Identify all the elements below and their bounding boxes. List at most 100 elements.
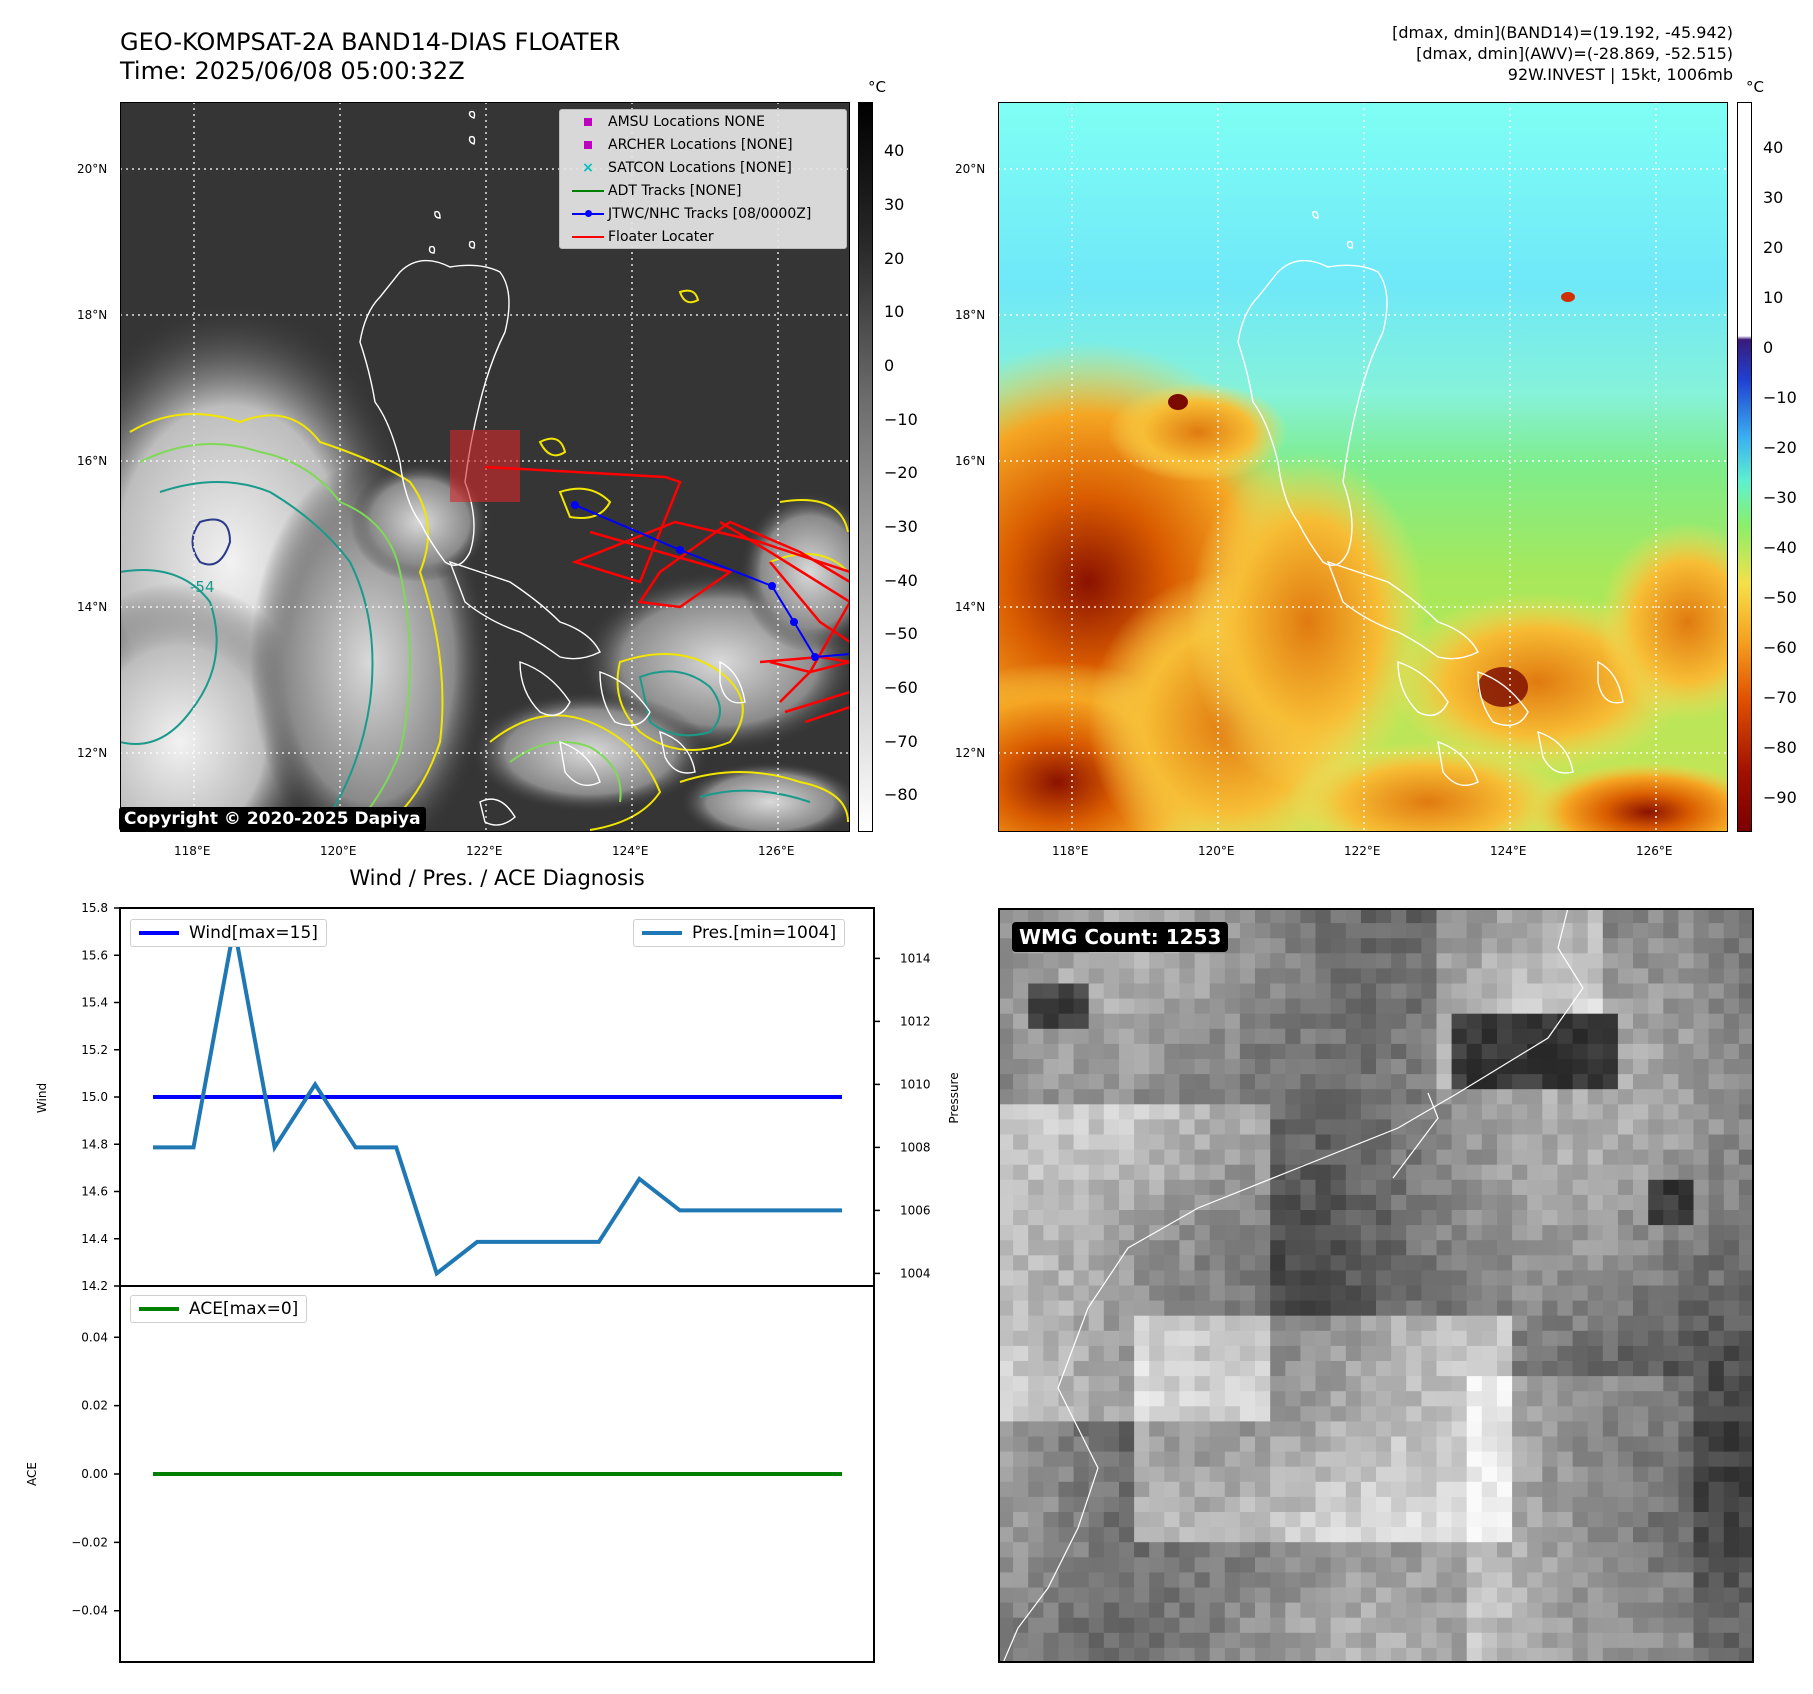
wmg-pixel [1648,1361,1664,1377]
wmg-pixel [1013,1557,1029,1573]
wmg-pixel [1058,1210,1075,1226]
wmg-pixel [1572,1421,1589,1438]
wmg-pixel [1663,1240,1679,1256]
wmg-pixel [1693,953,1710,969]
wmg-pixel [1723,998,1740,1015]
wmg-pixel [1421,1074,1438,1090]
wmg-pixel [1376,1542,1392,1558]
wmg-pixel [1497,1300,1513,1317]
wmg-pixel [1300,998,1317,1015]
wmg-pixel [1285,1330,1301,1347]
wmg-pixel [1300,1451,1317,1468]
wmg-pixel [1028,1013,1044,1030]
wmg-pixel [1315,1013,1332,1030]
wmg-pixel [1557,953,1574,969]
wmg-pixel [1633,1134,1649,1151]
wmg-pixel [1723,1059,1740,1075]
wmg-pixel [1345,1557,1362,1573]
wmg-pixel [1239,1225,1256,1241]
wmg-pixel [1738,1059,1755,1075]
wmg-pixel [1345,1149,1362,1166]
wmg-pixel [1693,1179,1710,1196]
wmg-pixel [1300,1194,1317,1211]
wmg-pixel [1421,1225,1438,1241]
wmg-pixel [1723,1602,1740,1619]
wmg-pixel [1300,1617,1317,1634]
wmg-pixel [1542,1557,1558,1573]
wmg-pixel [1527,1089,1543,1105]
wmg-pixel [1497,1315,1513,1332]
wmg-pixel [1617,1391,1634,1407]
wmg-pixel [1013,1421,1029,1438]
wmg-pixel [1648,1315,1664,1332]
wmg-pixel [1300,1376,1317,1392]
wmg-pixel [1300,1572,1317,1589]
wmg-pixel [1512,1255,1528,1271]
wmg-pixel [1512,1104,1528,1120]
wmg-pixel [1194,1557,1211,1573]
wmg-pixel [1376,1119,1392,1136]
wmg-pixel [1239,908,1256,924]
wmg-pixel [1708,1451,1725,1468]
wmg-pixel [1224,1255,1241,1271]
wmg-pixel [1633,1361,1649,1377]
wmg-pixel [1602,1240,1619,1256]
wmg-pixel [1028,1179,1044,1196]
wmg-pixel [1255,1285,1271,1302]
wmg-pixel [1542,1315,1558,1332]
wmg-pixel [1527,1496,1543,1513]
wmg-pixel [1451,1134,1468,1151]
wmg-pixel [1693,938,1710,954]
wmg-pixel [1119,1436,1135,1453]
wmg-pixel [1285,1028,1301,1045]
wmg-pixel [1587,1134,1604,1151]
wmg-pixel [1103,998,1120,1015]
wmg-pixel [1255,1587,1271,1604]
wmg-pixel [1436,1361,1453,1377]
wmg-pixel [1194,1043,1211,1060]
wmg-pixel [998,953,1014,969]
wmg-pixel [1013,1043,1029,1060]
wmg-pixel [1481,1179,1498,1196]
wmg-pixel [1164,1179,1180,1196]
wmg-pixel [1512,1330,1528,1347]
wmg-pixel [1239,1647,1256,1664]
wmg-pixel [1270,1179,1286,1196]
wmg-pixel [1315,1285,1332,1302]
wmg-pixel [1043,1451,1060,1468]
wmg-pixel [1587,1149,1604,1166]
wmg-pixel [1149,1466,1165,1483]
wmg-pixel [1224,1632,1241,1649]
wmg-pixel [1345,1527,1362,1543]
wmg-pixel [1542,1119,1558,1136]
wmg-pixel [1315,1587,1332,1604]
wmg-pixel [1436,1270,1453,1287]
wmg-pixel [1300,1557,1317,1573]
wmg-pixel [1497,908,1513,924]
wmg-pixel [1663,968,1679,985]
legend-item-adt: ADT Tracks [NONE] [560,179,846,202]
wmg-pixel [1738,1451,1755,1468]
wmg-pixel [1360,983,1377,1000]
wmg-pixel [1330,1557,1347,1573]
wmg-pixel [1512,1285,1528,1302]
wmg-pixel [1376,1149,1392,1166]
wmg-pixel [1149,1572,1165,1589]
wmg-pixel [1360,938,1377,954]
wmg-pixel [1224,1330,1241,1347]
wmg-pixel [1270,1194,1286,1211]
wmg-pixel [1542,1361,1558,1377]
wmg-pixel [1512,1270,1528,1287]
wmg-pixel [1708,1255,1725,1271]
wmg-pixel [1693,1421,1710,1438]
wmg-pixel [1360,998,1377,1015]
wmg-pixel [1481,1028,1498,1045]
wmg-pixel [1315,1572,1332,1589]
wmg-pixel [1209,1285,1226,1302]
wmg-pixel [1391,938,1407,954]
wmg-pixel [1572,1089,1589,1105]
wmg-pixel [1013,1255,1029,1271]
wmg-pixel [1512,1074,1528,1090]
wmg-pixel [1481,908,1498,924]
wmg-pixel [1013,1210,1029,1226]
